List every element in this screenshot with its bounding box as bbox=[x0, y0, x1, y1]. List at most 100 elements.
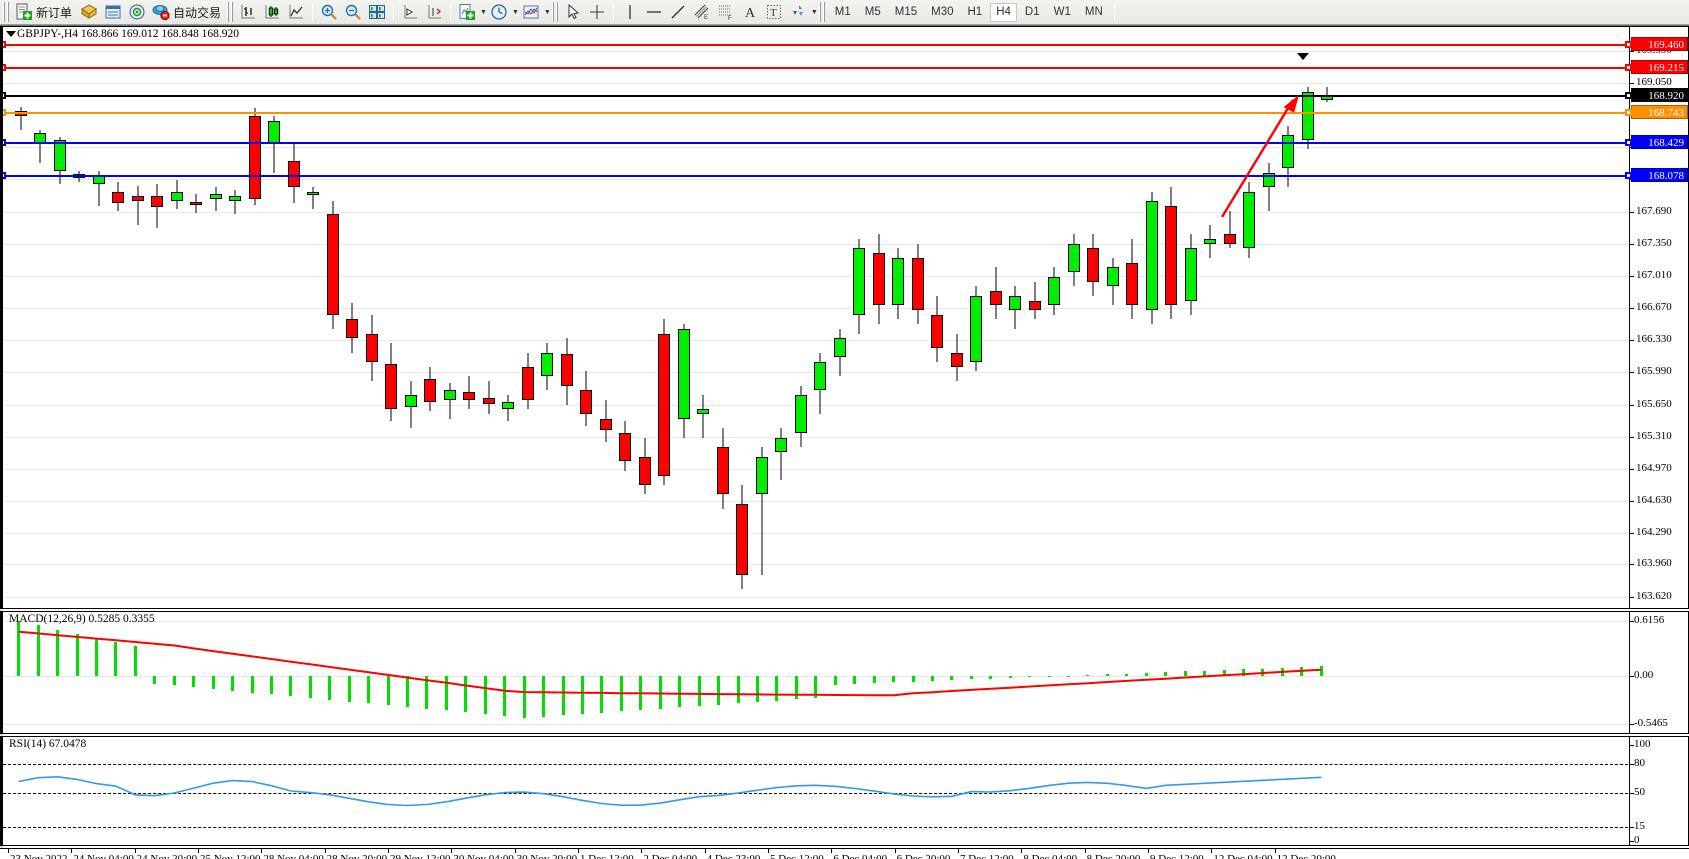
price-level-anchor[interactable] bbox=[3, 41, 6, 49]
market-watch-button[interactable] bbox=[101, 2, 125, 23]
equidistant-channel-button[interactable]: E bbox=[690, 2, 714, 23]
toolbar-grip-3[interactable] bbox=[551, 2, 558, 22]
autotrade-button[interactable]: 自动交易 bbox=[149, 2, 226, 23]
chart-shift-marker[interactable] bbox=[1297, 53, 1309, 60]
price-level-axis-marker[interactable] bbox=[1625, 41, 1632, 49]
period-w1[interactable]: W1 bbox=[1053, 6, 1071, 18]
macd-histogram-bar bbox=[483, 676, 487, 715]
time-axis[interactable]: 23 Nov 2022 24 Nov 04:00 24 Nov 20:00 25 No… bbox=[0, 848, 1689, 859]
fibonacci-button[interactable]: F bbox=[714, 2, 738, 23]
period-h1[interactable]: H1 bbox=[967, 6, 983, 18]
navigator-button[interactable] bbox=[125, 2, 149, 23]
indicators-dropdown-caret[interactable]: ▼ bbox=[543, 8, 551, 16]
price-level-badge[interactable]: 169.215 bbox=[1631, 60, 1688, 75]
bullish-trend-arrow[interactable] bbox=[3, 27, 1633, 608]
candlestick bbox=[911, 243, 924, 325]
toolbar-grip-2[interactable] bbox=[227, 2, 234, 22]
macd-histogram-bar bbox=[717, 676, 721, 705]
candlestick-chart-button[interactable] bbox=[260, 2, 284, 23]
period-mn[interactable]: MN bbox=[1084, 6, 1103, 18]
price-level-anchor[interactable] bbox=[3, 138, 6, 146]
macd-histogram-bar bbox=[172, 676, 176, 686]
price-level-badge[interactable]: 168.920 bbox=[1631, 88, 1688, 103]
period-m30[interactable]: M30 bbox=[931, 6, 954, 18]
vertical-line-button[interactable] bbox=[618, 2, 642, 23]
period-button[interactable] bbox=[487, 2, 511, 23]
shapes-dropdown-caret[interactable]: ▼ bbox=[810, 8, 818, 16]
zoom-out-button[interactable] bbox=[341, 2, 365, 23]
period-h4[interactable]: H4 bbox=[990, 2, 1017, 22]
price-level-anchor[interactable] bbox=[3, 108, 6, 116]
auto-scroll-button[interactable] bbox=[422, 2, 446, 23]
price-level-anchor[interactable] bbox=[3, 171, 6, 179]
price-level-badge[interactable]: 168.078 bbox=[1631, 167, 1688, 182]
zoom-in-button[interactable] bbox=[317, 2, 341, 23]
price-level-badge[interactable]: 168.743 bbox=[1631, 104, 1688, 119]
macd-plot[interactable]: MACD(12,26,9) 0.5285 0.3355 bbox=[3, 612, 1688, 733]
text-label-button[interactable]: T bbox=[762, 2, 786, 23]
time-axis-tick bbox=[1274, 849, 1276, 853]
rsi-pane[interactable]: RSI(14) 67.0478 100 80 50 15 0 bbox=[0, 736, 1689, 846]
candle-body bbox=[482, 397, 495, 404]
period-dropdown-caret[interactable]: ▼ bbox=[511, 8, 519, 16]
macd-axis-tick bbox=[1630, 676, 1634, 678]
price-level-badge[interactable]: 169.460 bbox=[1631, 37, 1688, 52]
toolbar-grip-4[interactable] bbox=[818, 2, 825, 22]
rsi-plot[interactable]: RSI(14) 67.0478 bbox=[3, 737, 1688, 845]
bar-chart-button[interactable] bbox=[236, 2, 260, 23]
trendline-button[interactable] bbox=[666, 2, 690, 23]
period-m1[interactable]: M1 bbox=[834, 6, 851, 18]
price-pane[interactable]: GBPJPY-,H4 168.866 169.012 168.848 168.9… bbox=[0, 26, 1689, 609]
price-level-anchor[interactable] bbox=[3, 64, 6, 72]
tile-windows-button[interactable] bbox=[365, 2, 389, 23]
price-level-axis-marker[interactable] bbox=[1625, 171, 1632, 179]
candlestick bbox=[677, 324, 690, 438]
indicators-button[interactable] bbox=[519, 2, 543, 23]
chart-area[interactable]: GBPJPY-,H4 168.866 169.012 168.848 168.9… bbox=[0, 25, 1689, 859]
macd-histogram-bar bbox=[347, 676, 351, 702]
new-order-button[interactable]: 新订单 bbox=[12, 2, 77, 23]
candlestick bbox=[326, 201, 339, 329]
line-chart-button[interactable] bbox=[284, 2, 308, 23]
candlestick bbox=[287, 144, 300, 204]
price-level-axis-marker[interactable] bbox=[1625, 108, 1632, 116]
horizontal-line-button[interactable] bbox=[642, 2, 666, 23]
candlestick bbox=[1301, 86, 1314, 150]
price-axis[interactable]: 169.390169.050168.370168.030167.690167.3… bbox=[1625, 27, 1688, 608]
profile-button[interactable] bbox=[77, 2, 101, 23]
candle-wick bbox=[137, 186, 139, 225]
price-level-axis-marker[interactable] bbox=[1625, 92, 1632, 100]
macd-histogram-bar bbox=[406, 676, 410, 707]
price-plot[interactable]: GBPJPY-,H4 168.866 169.012 168.848 168.9… bbox=[3, 27, 1688, 608]
price-level-badge[interactable]: 168.429 bbox=[1631, 134, 1688, 149]
crosshair-button[interactable] bbox=[585, 2, 609, 23]
macd-histogram-bar bbox=[269, 676, 273, 695]
shapes-button[interactable] bbox=[786, 2, 810, 23]
price-level-axis-marker[interactable] bbox=[1625, 64, 1632, 72]
macd-pane[interactable]: MACD(12,26,9) 0.5285 0.3355 0.6156 0.00 -0… bbox=[0, 611, 1689, 734]
price-level-stroke bbox=[3, 95, 1688, 98]
macd-histogram-bar bbox=[1144, 672, 1148, 677]
candlestick bbox=[482, 380, 495, 415]
hline-icon bbox=[646, 11, 661, 13]
symbol-dropdown-arrow[interactable] bbox=[6, 31, 16, 37]
cursor-button[interactable] bbox=[561, 2, 585, 23]
new-chart-button[interactable] bbox=[455, 2, 479, 23]
price-level-anchor[interactable] bbox=[3, 92, 6, 100]
macd-histogram-bar bbox=[1008, 676, 1012, 678]
new-chart-dropdown-caret[interactable]: ▼ bbox=[480, 8, 487, 16]
time-axis-tick bbox=[514, 849, 516, 853]
macd-histogram-bar bbox=[1222, 670, 1226, 677]
toolbar-grip-1[interactable] bbox=[3, 2, 9, 22]
period-m5[interactable]: M5 bbox=[864, 6, 881, 18]
price-level-axis-marker[interactable] bbox=[1625, 138, 1632, 146]
candle-body bbox=[112, 191, 125, 204]
time-axis-tick bbox=[1148, 849, 1149, 853]
chart-shift-button[interactable] bbox=[398, 2, 422, 23]
time-axis-label: 29 Nov 12:00 bbox=[390, 853, 451, 859]
macd-histogram-bar bbox=[386, 676, 390, 706]
rsi-axis-label: 15 bbox=[1634, 819, 1645, 832]
text-button[interactable]: A bbox=[738, 2, 762, 23]
period-d1[interactable]: D1 bbox=[1024, 6, 1040, 18]
period-m15[interactable]: M15 bbox=[894, 6, 918, 18]
